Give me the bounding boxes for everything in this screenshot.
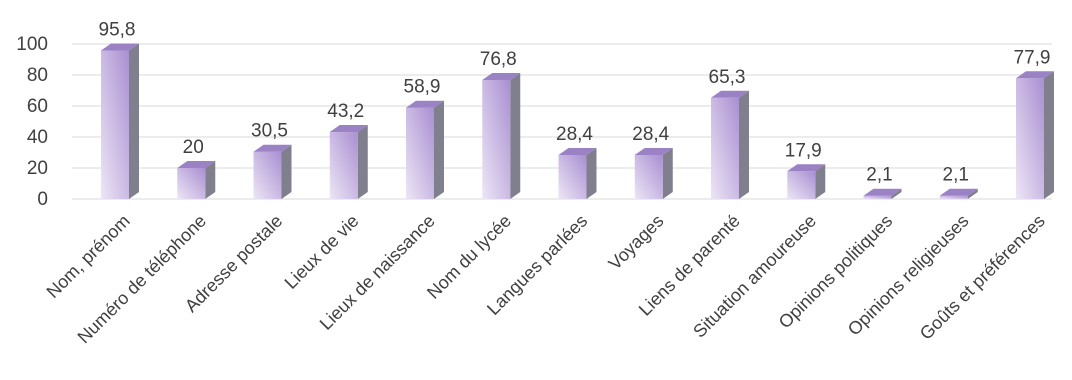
bar-side — [357, 125, 368, 199]
bar-top — [939, 188, 978, 196]
bar — [787, 164, 826, 199]
bar-top — [101, 43, 139, 51]
data-label: 95,8 — [99, 20, 136, 41]
bar-top — [406, 100, 444, 108]
bar-side — [662, 147, 673, 199]
bar-front — [406, 107, 434, 199]
bar-top — [253, 144, 292, 152]
bar — [406, 100, 444, 199]
bar — [558, 147, 597, 199]
data-label: 65,3 — [709, 67, 746, 88]
bar-top — [634, 147, 673, 155]
data-label: 28,4 — [632, 124, 669, 145]
bar — [939, 188, 978, 199]
bar-top — [711, 90, 749, 98]
bar-front — [177, 168, 206, 199]
y-axis-ticks: 0 20 40 60 80 100 — [16, 34, 48, 210]
bar-side — [739, 90, 749, 199]
bar-side — [510, 72, 521, 199]
bar-side — [1044, 71, 1054, 199]
bars — [101, 43, 1054, 200]
bar-top — [177, 161, 216, 168]
y-tick-label: 20 — [27, 158, 48, 179]
data-label: 43,2 — [327, 101, 364, 122]
category-label: Numéro de téléphone — [74, 211, 211, 348]
data-label: 2,1 — [866, 165, 892, 186]
bar-side — [129, 43, 139, 200]
bar-front — [329, 132, 358, 199]
bar-side — [205, 161, 216, 199]
data-label: 20 — [183, 137, 204, 158]
category-label: Voyages — [605, 211, 668, 274]
bar-side — [586, 147, 597, 199]
bar — [101, 43, 139, 200]
bar-front — [711, 97, 739, 199]
bar-front — [253, 151, 282, 199]
bar — [1016, 71, 1054, 199]
category-label: Goûts et préférences — [916, 211, 1049, 344]
y-tick-label: 80 — [27, 65, 48, 86]
bar-top — [787, 164, 826, 172]
bar — [482, 72, 521, 199]
y-tick-label: 100 — [16, 34, 48, 55]
bar-top — [482, 72, 521, 80]
bar-top — [863, 188, 902, 196]
data-label: 30,5 — [251, 121, 288, 142]
data-label: 2,1 — [943, 165, 969, 186]
data-labels: 95,8 20 30,5 43,2 58,9 76,8 28,4 28,4 65,3 17,9 2,… — [99, 20, 1051, 186]
bar — [177, 161, 216, 199]
bar-top — [1016, 71, 1054, 79]
bar-side — [891, 188, 902, 199]
bar-side — [967, 188, 978, 199]
bar-front — [1016, 78, 1044, 199]
data-label: 76,8 — [480, 49, 517, 70]
bar — [253, 144, 292, 199]
bar-front — [558, 154, 587, 199]
bar — [634, 147, 673, 199]
y-tick-label: 40 — [27, 127, 48, 148]
bar-top — [558, 147, 597, 155]
bar-front — [482, 79, 511, 199]
bar — [329, 125, 368, 199]
data-label: 17,9 — [785, 140, 822, 161]
bar — [863, 188, 902, 199]
y-tick-label: 60 — [27, 96, 48, 117]
bar-front — [787, 171, 816, 199]
data-label: 77,9 — [1014, 47, 1051, 68]
bar — [711, 90, 749, 199]
data-label: 28,4 — [556, 124, 593, 145]
data-label: 58,9 — [404, 77, 441, 98]
category-label: Lieux de vie — [280, 211, 362, 293]
bar-top — [329, 125, 368, 133]
bar-front — [634, 154, 663, 199]
bar-side — [281, 144, 292, 199]
bar-front — [939, 195, 968, 199]
bar-side — [434, 100, 444, 199]
bar-side — [815, 164, 826, 199]
bar-front — [101, 50, 129, 200]
bar-front — [863, 195, 892, 199]
y-tick-label: 0 — [37, 189, 48, 210]
